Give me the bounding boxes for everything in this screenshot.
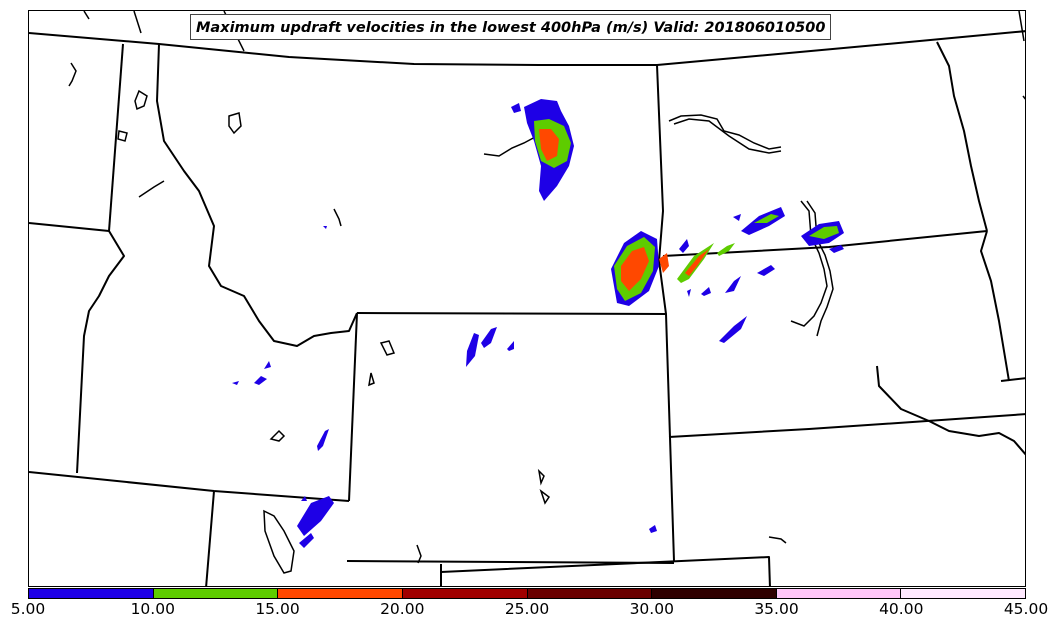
- updraft-region-blue: [297, 496, 334, 536]
- updraft-region-green: [754, 214, 779, 223]
- border-line: [668, 413, 1025, 438]
- map-canvas: [29, 11, 1025, 586]
- lake: [83, 11, 90, 20]
- colorbar-tick-label: 45.00: [1003, 600, 1049, 618]
- border-line: [156, 43, 358, 347]
- colorbar-segment: [29, 589, 154, 598]
- missouri-river-south-dakota: [790, 200, 828, 327]
- updraft-region-blue: [466, 333, 479, 367]
- updraft-region-blue: [719, 316, 747, 343]
- updraft-region-blue: [317, 429, 329, 451]
- updraft-region-blue: [264, 361, 271, 369]
- lake: [228, 112, 242, 135]
- lake: [133, 11, 142, 34]
- updraft-region-blue: [254, 376, 267, 385]
- lake: [1018, 11, 1025, 42]
- updraft-region-blue: [679, 239, 689, 253]
- lake: [368, 372, 375, 387]
- updraft-region-blue: [757, 265, 775, 276]
- river-north-dakota: [668, 114, 782, 150]
- lake: [117, 130, 128, 142]
- border-line: [29, 222, 110, 232]
- colorbar-tick-label: 30.00: [629, 600, 674, 618]
- lake: [263, 509, 295, 574]
- updraft-region-blue: [323, 226, 327, 229]
- border-line: [980, 230, 1010, 382]
- updraft-region-blue: [701, 287, 711, 296]
- border-line: [440, 556, 771, 586]
- border-line: [29, 30, 1025, 66]
- missouri-river-south-dakota: [806, 200, 834, 337]
- border-line: [29, 471, 350, 502]
- border-line: [76, 230, 125, 474]
- lake: [416, 544, 422, 564]
- state-borders: [29, 30, 1025, 586]
- colorbar-segment: [153, 589, 279, 598]
- map-panel: [28, 10, 1026, 587]
- lake: [537, 468, 545, 486]
- border-line: [108, 43, 124, 232]
- updraft-region-blue: [649, 525, 657, 533]
- updraft-region-blue: [725, 276, 741, 293]
- lake: [379, 340, 396, 356]
- colorbar-tick-label: 40.00: [879, 600, 924, 618]
- updraft-region-orange: [685, 249, 709, 276]
- lake: [768, 536, 787, 544]
- colorbar-segment: [776, 589, 902, 598]
- lake: [68, 62, 77, 87]
- lake: [539, 488, 551, 505]
- water-features: [68, 11, 1025, 574]
- updraft-region-orange: [659, 253, 669, 273]
- colorbar: [28, 588, 1026, 599]
- updraft-region-blue: [733, 214, 741, 221]
- colorbar-tick-label: 25.00: [504, 600, 550, 618]
- lake: [1022, 95, 1025, 100]
- colorbar-segment: [278, 589, 403, 598]
- updraft-region-blue: [301, 496, 307, 501]
- border-line: [876, 365, 1025, 456]
- colorbar-ticks: 5.00 10.00 15.00 20.00 25.00 30.00 35.00 40.00 4…: [0, 600, 1060, 630]
- colorbar-tick-label: 35.00: [754, 600, 799, 618]
- updraft-region-blue: [232, 381, 239, 385]
- colorbar-tick-label: 10.00: [130, 600, 175, 618]
- updraft-region-green: [809, 226, 839, 239]
- map-title: Maximum updraft velocities in the lowest…: [190, 14, 832, 40]
- border-line: [348, 312, 358, 502]
- colorbar-segment: [901, 589, 1025, 598]
- lake: [134, 89, 148, 111]
- updraft-region-blue: [829, 245, 844, 253]
- border-line: [356, 312, 675, 562]
- river-north-dakota: [673, 118, 782, 154]
- colorbar-tick-label: 5.00: [10, 600, 46, 618]
- lake: [138, 180, 165, 198]
- colorbar-segment: [402, 589, 528, 598]
- updraft-contours: [232, 99, 844, 548]
- updraft-region-green: [717, 243, 735, 256]
- colorbar-tick-label: 20.00: [380, 600, 425, 618]
- updraft-region-blue: [511, 103, 521, 113]
- updraft-region-blue: [299, 533, 314, 548]
- border-line: [205, 490, 215, 586]
- updraft-region-orange: [621, 247, 649, 291]
- colorbar-tick-label: 15.00: [255, 600, 300, 618]
- border-line: [1000, 377, 1025, 382]
- colorbar-segment: [527, 589, 653, 598]
- lake: [269, 429, 286, 442]
- updraft-region-orange: [539, 129, 559, 161]
- border-line: [656, 64, 667, 315]
- updraft-region-blue: [481, 327, 497, 348]
- updraft-region-blue: [507, 341, 514, 351]
- updraft-region-blue: [687, 289, 691, 297]
- colorbar-segment: [652, 589, 777, 598]
- border-line: [346, 560, 675, 564]
- border-line: [936, 41, 988, 232]
- lake: [333, 208, 342, 227]
